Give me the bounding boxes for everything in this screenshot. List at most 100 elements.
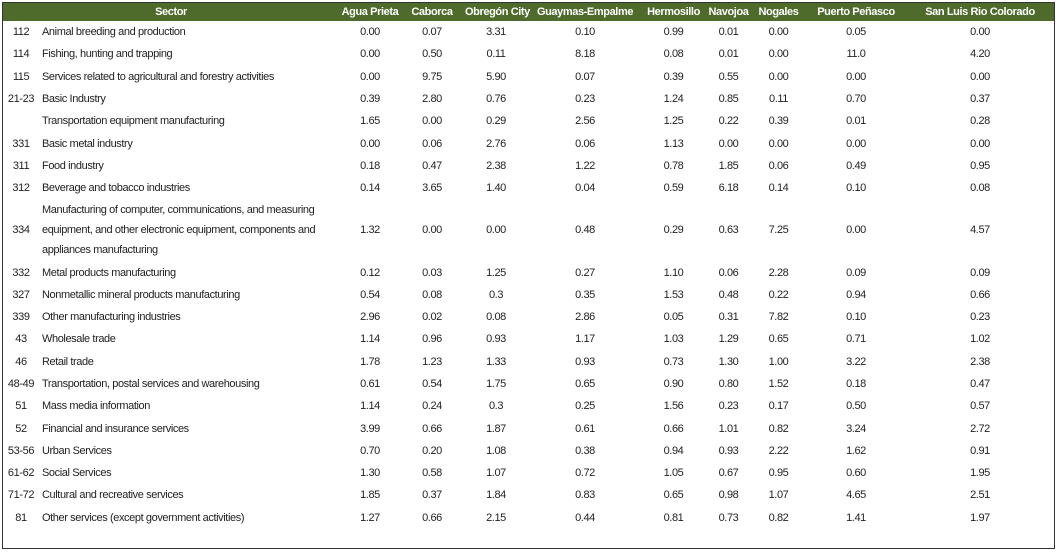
value-cell: 0.10: [846, 311, 866, 324]
value-cell: 11.0: [846, 48, 866, 61]
value-cell: 9.75: [422, 70, 442, 83]
value-cell: 0.00: [360, 137, 380, 150]
table-row: 21-23 Basic Industry 0.39 2.80 0.76 0.23 1.24 0…: [3, 88, 1054, 110]
sector-code: 71-72: [7, 489, 35, 502]
value-cell: 0.08: [970, 182, 990, 195]
value-cell: 0.00: [360, 70, 380, 83]
value-cell: 0.83: [575, 489, 595, 502]
value-cell: 0.58: [422, 467, 442, 480]
value-cell: 0.00: [360, 26, 380, 39]
table-row: 334 Manufacturing of computer, communicat…: [3, 199, 1054, 261]
table-row: 46 Retail trade 1.78 1.23 1.33 0.93 0.73 1.30 1.…: [3, 351, 1054, 373]
value-cell: 0.10: [846, 182, 866, 195]
value-cell: 1.87: [486, 422, 506, 435]
value-cell: 0.73: [718, 511, 739, 524]
sector-name: Other manufacturing industries: [42, 311, 181, 324]
sector-name: Wholesale trade: [42, 333, 116, 346]
value-cell: 2.51: [970, 489, 990, 502]
value-cell: 1.29: [718, 333, 739, 346]
sector-name: Basic Industry: [42, 93, 106, 106]
value-cell: 0.37: [970, 93, 990, 106]
value-cell: 0.06: [768, 159, 789, 172]
value-cell: 0.00: [970, 70, 990, 83]
sector-name: Animal breeding and production: [42, 26, 186, 39]
value-cell: 8.18: [575, 48, 595, 61]
value-cell: 0.01: [718, 48, 739, 61]
table-row: Transportation equipment manufacturing 1.…: [3, 110, 1054, 132]
value-cell: 1.22: [575, 159, 595, 172]
value-cell: 2.86: [575, 311, 595, 324]
value-cell: 0.63: [718, 224, 739, 237]
value-cell: 1.25: [486, 266, 506, 279]
value-cell: 3.31: [486, 26, 506, 39]
value-cell: 1.03: [663, 333, 684, 346]
value-cell: 0.3: [488, 400, 504, 413]
value-cell: 0.17: [768, 400, 789, 413]
value-cell: 0.59: [663, 182, 684, 195]
value-cell: 0.38: [575, 444, 595, 457]
value-cell: 0.11: [486, 48, 506, 61]
value-cell: 0.48: [718, 288, 739, 301]
value-cell: 0.29: [663, 224, 684, 237]
sector-name: Services related to agricultural and for…: [42, 70, 274, 83]
value-cell: 1.30: [718, 355, 739, 368]
value-cell: 1.00: [768, 355, 789, 368]
value-cell: 0.66: [422, 511, 442, 524]
sector-name: Cultural and recreative services: [42, 489, 184, 502]
value-cell: 0.70: [846, 93, 866, 106]
value-cell: 1.23: [422, 355, 442, 368]
value-cell: 0.06: [575, 137, 595, 150]
value-cell: 0.11: [769, 93, 788, 106]
header-row: Sector Agua Prieta Caborca Obregón City Guay…: [3, 3, 1054, 21]
value-cell: 1.97: [970, 511, 990, 524]
value-cell: 0.07: [575, 70, 595, 83]
table-row: 43 Wholesale trade 1.14 0.96 0.93 1.17 1.03 1.2…: [3, 328, 1054, 350]
sector-name: Urban Services: [42, 444, 112, 457]
value-cell: 3.65: [422, 182, 442, 195]
value-cell: 0.06: [718, 266, 739, 279]
sector-name: Transportation equipment manufacturing: [42, 115, 225, 128]
value-cell: 0.80: [718, 378, 739, 390]
value-cell: 1.75: [486, 378, 506, 390]
value-cell: 0.03: [422, 266, 442, 279]
value-cell: 0.12: [360, 266, 380, 279]
header-cell: Sector: [3, 3, 339, 21]
header-cell: Agua Prieta: [339, 3, 401, 21]
value-cell: 1.78: [360, 355, 380, 368]
value-cell: 0.57: [970, 400, 990, 413]
table-row: 61-62 Social Services 1.30 0.58 1.07 0.72 1.05…: [3, 462, 1054, 484]
value-cell: 0.78: [663, 159, 684, 172]
value-cell: 3.22: [846, 355, 866, 368]
table-row: 51 Mass media information 1.14 0.24 0.3 0.25 1…: [3, 395, 1054, 417]
value-cell: 0.05: [663, 311, 684, 324]
sector-code: 331: [12, 137, 30, 150]
value-cell: 0.93: [575, 355, 595, 368]
value-cell: 0.50: [422, 48, 442, 61]
table-row: 52 Financial and insurance services 3.99 0.…: [3, 417, 1054, 439]
header-cell: Caborca: [401, 3, 463, 21]
value-cell: 1.07: [486, 467, 506, 480]
sector-name: Manufacturing of computer, communication…: [42, 204, 316, 257]
value-cell: 1.53: [663, 288, 684, 301]
value-cell: 0.61: [575, 422, 595, 435]
value-cell: 0.66: [970, 288, 990, 301]
sector-name: Metal products manufacturing: [42, 266, 176, 279]
sector-name: Transportation, postal services and ware…: [42, 378, 260, 390]
value-cell: 0.09: [970, 266, 990, 279]
value-cell: 0.00: [768, 48, 789, 61]
value-cell: 0.35: [575, 288, 595, 301]
value-cell: 0.85: [718, 93, 739, 106]
value-cell: 0.65: [663, 489, 684, 502]
value-cell: 1.41: [846, 511, 866, 524]
value-cell: 0.07: [422, 26, 442, 39]
value-cell: 2.38: [486, 159, 506, 172]
value-cell: 0.93: [718, 444, 739, 457]
value-cell: 0.20: [422, 444, 442, 457]
value-cell: 0.10: [575, 26, 595, 39]
value-cell: 0.00: [360, 48, 380, 61]
value-cell: 1.56: [663, 400, 684, 413]
table-row: 114 Fishing, hunting and trapping 0.00 0.50…: [3, 43, 1054, 65]
value-cell: 1.10: [663, 266, 684, 279]
